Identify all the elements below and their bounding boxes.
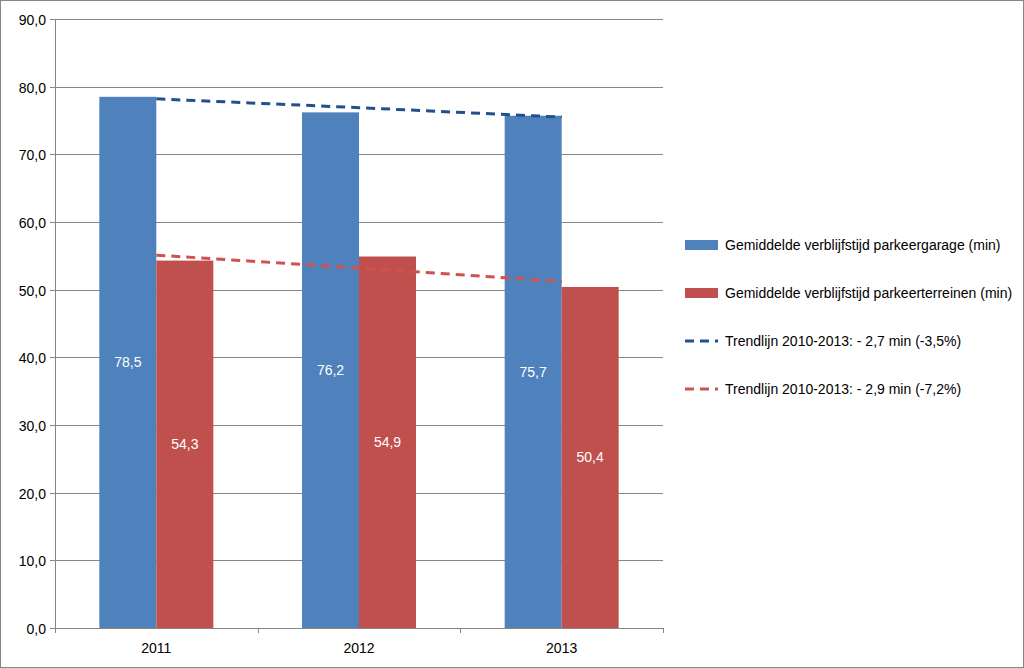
legend-swatch	[685, 388, 718, 391]
bar	[359, 257, 416, 628]
x-tick-label: 2013	[546, 640, 577, 656]
bar	[302, 112, 359, 628]
data-label: 54,3	[171, 436, 198, 452]
data-label: 50,4	[577, 449, 604, 465]
data-label: 78,5	[114, 354, 141, 370]
x-tick-divider	[663, 628, 664, 633]
y-tick	[50, 222, 55, 223]
y-tick	[50, 87, 55, 88]
y-tick-label: 20,0	[19, 486, 46, 502]
y-tick-label: 0,0	[27, 621, 47, 637]
y-tick	[50, 425, 55, 426]
grid-line	[55, 87, 663, 88]
y-tick-label: 60,0	[19, 215, 46, 231]
y-tick	[50, 628, 55, 629]
y-tick	[50, 357, 55, 358]
y-tick-label: 40,0	[19, 350, 46, 366]
legend-label-line: Trendlijn 2010-2013: - 2,9 min (-7,2%)	[725, 381, 961, 397]
data-label: 54,9	[374, 434, 401, 450]
grid-line	[55, 19, 663, 20]
x-tick-divider	[460, 628, 461, 633]
bar	[505, 116, 562, 628]
chart: 0,0 10,0 20,0 30,0 40,0 50,0 60,0 70,0 80,0 90,0 7…	[0, 0, 1024, 668]
legend-label-line: Gemiddelde verblijfstijd parkeerterreine…	[725, 285, 1012, 301]
legend-label: Trendlijn 2010-2013: - 2,7 min (-3,5%)	[725, 333, 961, 349]
grid: 0,0 10,0 20,0 30,0 40,0 50,0 60,0 70,0 80,0 90,0	[19, 12, 663, 637]
bar	[156, 261, 213, 628]
chart-frame	[1, 1, 1024, 668]
y-axis	[55, 19, 56, 628]
y-tick-label: 30,0	[19, 418, 46, 434]
y-tick-label: 10,0	[19, 553, 46, 569]
y-tick-label: 50,0	[19, 283, 46, 299]
bar	[99, 97, 156, 628]
legend-label: Trendlijn 2010-2013: - 2,9 min (-7,2%)	[725, 381, 961, 397]
legend-label-line: Trendlijn 2010-2013: - 2,7 min (-3,5%)	[725, 333, 961, 349]
legend-label-line: Gemiddelde verblijfstijd parkeergarage (…	[725, 237, 1000, 253]
x-tick-label: 2011	[141, 640, 171, 656]
x-axis	[55, 628, 663, 629]
y-tick	[50, 19, 55, 20]
y-tick	[50, 290, 55, 291]
axes: 2011 2012 2013	[55, 19, 664, 656]
legend: Gemiddelde verblijfstijd parkeergarage (…	[685, 237, 1012, 397]
data-label: 76,2	[317, 362, 344, 378]
trend-line	[156, 255, 561, 281]
bar	[562, 287, 619, 628]
x-tick-divider	[55, 628, 56, 633]
y-tick-label: 90,0	[19, 12, 46, 28]
marks	[99, 97, 618, 628]
legend-swatch	[685, 340, 718, 343]
data-label: 75,7	[520, 364, 547, 380]
y-tick-label: 70,0	[19, 147, 46, 163]
trend-line	[156, 99, 561, 117]
data-labels: 78,5 76,2 75,7 54,3 54,9 50,4	[114, 354, 604, 465]
y-tick	[50, 493, 55, 494]
legend-label: Gemiddelde verblijfstijd parkeergarage (…	[725, 237, 1000, 253]
x-tick-divider	[258, 628, 259, 633]
y-tick	[50, 560, 55, 561]
y-tick-label: 80,0	[19, 80, 46, 96]
legend-label: Gemiddelde verblijfstijd parkeerterreine…	[725, 285, 1012, 301]
legend-swatch	[685, 240, 718, 250]
legend-swatch	[685, 288, 718, 298]
y-tick	[50, 154, 55, 155]
x-tick-label: 2012	[343, 640, 374, 656]
